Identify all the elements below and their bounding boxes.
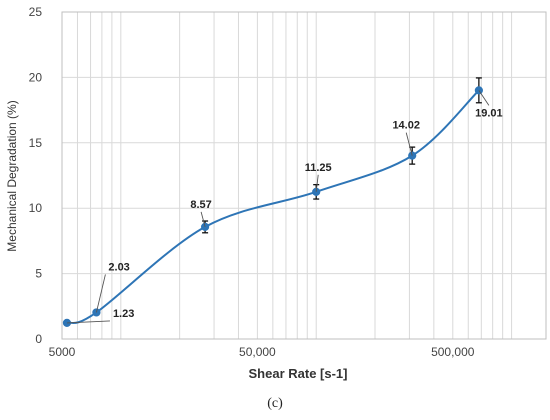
x-tick-labels: 5000 50,000 500,000 xyxy=(49,345,475,359)
x-gridlines xyxy=(61,12,513,339)
y-tick-label: 10 xyxy=(29,201,43,215)
data-label-leader xyxy=(315,174,319,192)
data-label-leader xyxy=(478,90,490,106)
y-tick-label: 0 xyxy=(35,332,42,346)
y-gridlines xyxy=(62,11,546,340)
x-tick-label: 50,000 xyxy=(239,345,276,359)
data-label: 14.02 xyxy=(392,120,420,132)
y-tick-label: 15 xyxy=(29,136,43,150)
y-tick-label: 25 xyxy=(29,5,43,19)
data-label: 2.03 xyxy=(108,261,129,273)
y-axis-title: Mechanical Degradation (%) xyxy=(5,100,19,251)
data-label: 19.01 xyxy=(475,107,503,119)
data-label-leader xyxy=(95,274,106,313)
data-label-leader xyxy=(66,320,110,324)
data-label: 1.23 xyxy=(113,308,134,320)
data-labels: 1.23 2.03 8.57 11.25 14.02 19.01 xyxy=(66,90,503,324)
plot-area-frame xyxy=(61,11,547,340)
x-tick-label: 5000 xyxy=(49,345,76,359)
y-tick-label: 5 xyxy=(35,267,42,281)
data-label-leader xyxy=(200,211,206,228)
data-label-leader xyxy=(405,132,413,156)
x-axis-title: Shear Rate [s-1] xyxy=(249,366,348,381)
y-tick-labels: 0 5 10 15 20 25 xyxy=(29,5,43,346)
data-label: 11.25 xyxy=(305,162,332,174)
y-tick-label: 20 xyxy=(29,70,43,84)
x-tick-label: 500,000 xyxy=(431,345,475,359)
figure-caption: (c) xyxy=(267,396,283,411)
data-label: 8.57 xyxy=(190,199,211,211)
